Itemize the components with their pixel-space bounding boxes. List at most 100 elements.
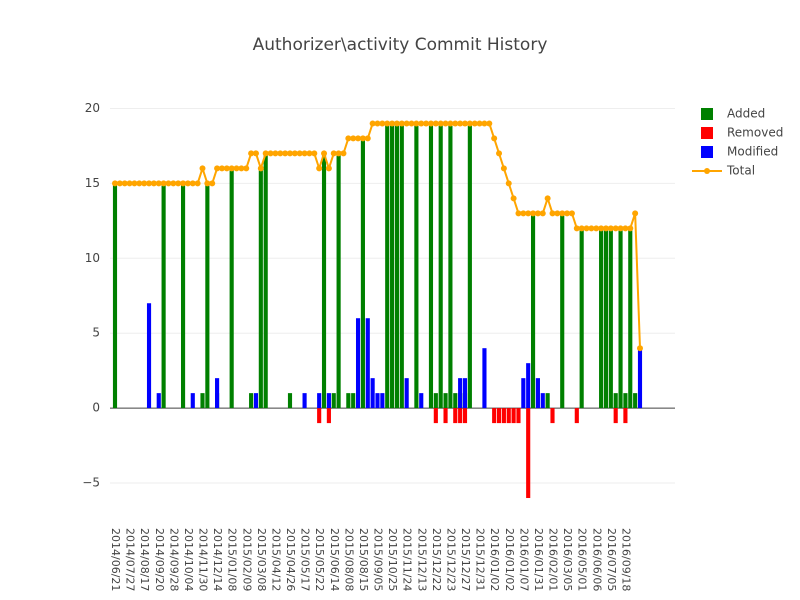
- point: [189, 180, 196, 187]
- bar: [156, 393, 161, 409]
- x-tick-label: 2015/10/25: [386, 528, 399, 591]
- bar: [535, 378, 540, 409]
- point: [228, 165, 235, 172]
- point: [379, 120, 386, 127]
- bar: [419, 393, 424, 409]
- bar: [560, 213, 565, 409]
- point: [481, 120, 488, 127]
- bar: [249, 393, 254, 409]
- point: [432, 120, 439, 127]
- point: [505, 180, 512, 187]
- point: [593, 225, 600, 232]
- point: [491, 135, 498, 142]
- point: [335, 150, 342, 157]
- bar: [438, 123, 443, 409]
- legend-label: Modified: [727, 145, 778, 159]
- x-tick-label: 2014/08/17: [138, 528, 151, 591]
- point: [476, 120, 483, 127]
- point: [389, 120, 396, 127]
- point: [165, 180, 172, 187]
- point: [374, 120, 381, 127]
- bar: [326, 408, 331, 424]
- bar: [317, 393, 322, 409]
- point: [588, 225, 595, 232]
- bar: [462, 408, 468, 424]
- y-tick-label: −5: [82, 476, 100, 490]
- x-tick-label: 2014/11/30: [197, 528, 210, 591]
- x-tick-label: 2015/12/31: [474, 528, 487, 591]
- x-tick-label: 2015/01/08: [226, 528, 239, 591]
- bar: [253, 393, 259, 409]
- point: [141, 180, 148, 187]
- point: [359, 135, 366, 142]
- point: [530, 210, 537, 217]
- point: [214, 165, 221, 172]
- bar: [633, 393, 638, 409]
- point: [602, 225, 609, 232]
- bar: [351, 393, 356, 409]
- x-tick-label: 2015/12/13: [415, 528, 428, 591]
- bar: [355, 318, 361, 409]
- bar: [302, 393, 307, 409]
- point: [393, 120, 400, 127]
- x-tick-label: 2015/12/22: [430, 528, 443, 591]
- point: [112, 180, 118, 187]
- bar: [263, 153, 268, 409]
- bar: [521, 378, 526, 409]
- bar: [112, 183, 118, 409]
- x-tick-label: 2016/01/07: [517, 528, 530, 591]
- point: [486, 120, 493, 127]
- bar: [613, 393, 618, 409]
- point: [243, 165, 250, 172]
- bar: [545, 393, 550, 409]
- point: [155, 180, 162, 187]
- bar: [448, 123, 453, 409]
- bar: [414, 123, 419, 409]
- point: [520, 210, 527, 217]
- point: [146, 180, 153, 187]
- point: [612, 225, 619, 232]
- x-tick-label: 2014/06/21: [109, 528, 122, 591]
- point: [350, 135, 357, 142]
- point: [209, 180, 216, 187]
- x-tick-label: 2016/03/05: [561, 528, 574, 591]
- x-tick-label: 2014/07/27: [124, 528, 137, 591]
- point: [150, 180, 157, 187]
- bar: [550, 408, 555, 424]
- bar: [579, 228, 584, 409]
- x-tick-label: 2014/12/14: [211, 528, 224, 591]
- x-tick-label: 2016/01/31: [532, 528, 545, 591]
- x-tick-label: 2015/12/23: [444, 528, 457, 591]
- point: [413, 120, 420, 127]
- bar: [258, 168, 263, 409]
- x-tick-label: 2015/09/05: [372, 528, 385, 591]
- point: [578, 225, 585, 232]
- x-tick-label: 2015/05/22: [313, 528, 326, 591]
- x-tick-label: 2016/06/06: [590, 528, 603, 591]
- bar: [462, 378, 468, 409]
- y-tick-label: 10: [85, 251, 100, 265]
- bar: [613, 408, 618, 424]
- point: [267, 150, 274, 157]
- bar: [501, 408, 506, 424]
- point: [423, 120, 430, 127]
- bar: [628, 228, 633, 409]
- bar: [161, 183, 166, 409]
- point: [427, 120, 434, 127]
- point: [398, 120, 405, 127]
- x-tick-label: 2016/09/18: [619, 528, 632, 591]
- legend-label: Total: [726, 164, 755, 178]
- point: [515, 210, 522, 217]
- point: [248, 150, 255, 157]
- bar: [404, 378, 409, 409]
- bar: [603, 228, 609, 409]
- bar: [428, 123, 434, 409]
- point: [622, 225, 629, 232]
- point: [457, 120, 464, 127]
- point: [369, 120, 376, 127]
- x-tick-label: 2016/01/02: [488, 528, 501, 591]
- point: [291, 150, 298, 157]
- point: [136, 180, 143, 187]
- y-tick-label: 20: [85, 101, 100, 115]
